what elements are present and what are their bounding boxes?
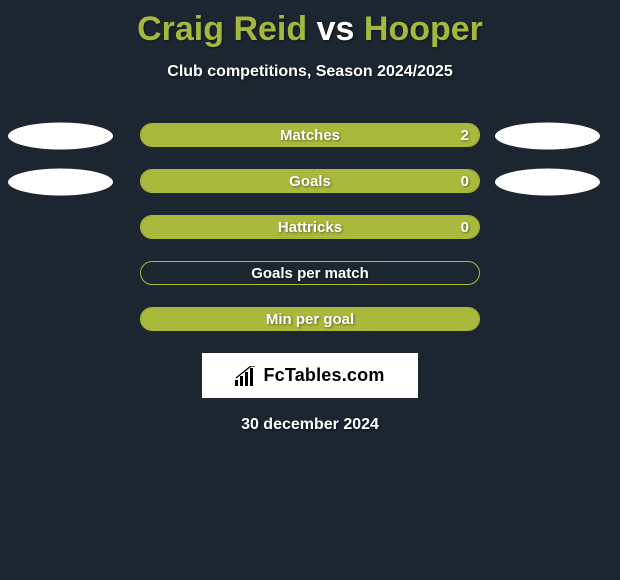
stats-list: Matches 2 Goals 0 Hattricks 0 Goals per … (0, 123, 620, 333)
stat-bar: Matches 2 (140, 123, 480, 147)
title-vs: vs (317, 10, 355, 48)
stat-bar: Goals per match (140, 261, 480, 285)
stat-bar: Hattricks 0 (140, 215, 480, 239)
footer-date: 30 december 2024 (0, 416, 620, 434)
stat-label: Goals (141, 170, 479, 192)
logo-text: FcTables.com (263, 365, 384, 386)
bar-chart-icon (235, 366, 257, 386)
stat-row-min-per-goal: Min per goal (0, 307, 620, 333)
stat-value-right: 0 (461, 216, 469, 238)
player2-avatar-placeholder (495, 169, 600, 196)
stat-value-right: 0 (461, 170, 469, 192)
stat-bar: Goals 0 (140, 169, 480, 193)
stat-row-goals-per-match: Goals per match (0, 261, 620, 287)
stat-value-right: 2 (461, 124, 469, 146)
stat-label: Min per goal (141, 308, 479, 330)
subtitle: Club competitions, Season 2024/2025 (0, 63, 620, 81)
stat-label: Matches (141, 124, 479, 146)
stat-row-matches: Matches 2 (0, 123, 620, 149)
stat-row-hattricks: Hattricks 0 (0, 215, 620, 241)
stat-label: Hattricks (141, 216, 479, 238)
title-player2: Hooper (364, 10, 483, 48)
page-title: Craig Reid vs Hooper (0, 0, 620, 49)
stat-bar: Min per goal (140, 307, 480, 331)
player1-avatar-placeholder (8, 169, 113, 196)
title-player1: Craig Reid (137, 10, 307, 48)
fctables-logo[interactable]: FcTables.com (202, 353, 418, 398)
stat-row-goals: Goals 0 (0, 169, 620, 195)
player2-avatar-placeholder (495, 123, 600, 150)
stat-label: Goals per match (141, 262, 479, 284)
player1-avatar-placeholder (8, 123, 113, 150)
